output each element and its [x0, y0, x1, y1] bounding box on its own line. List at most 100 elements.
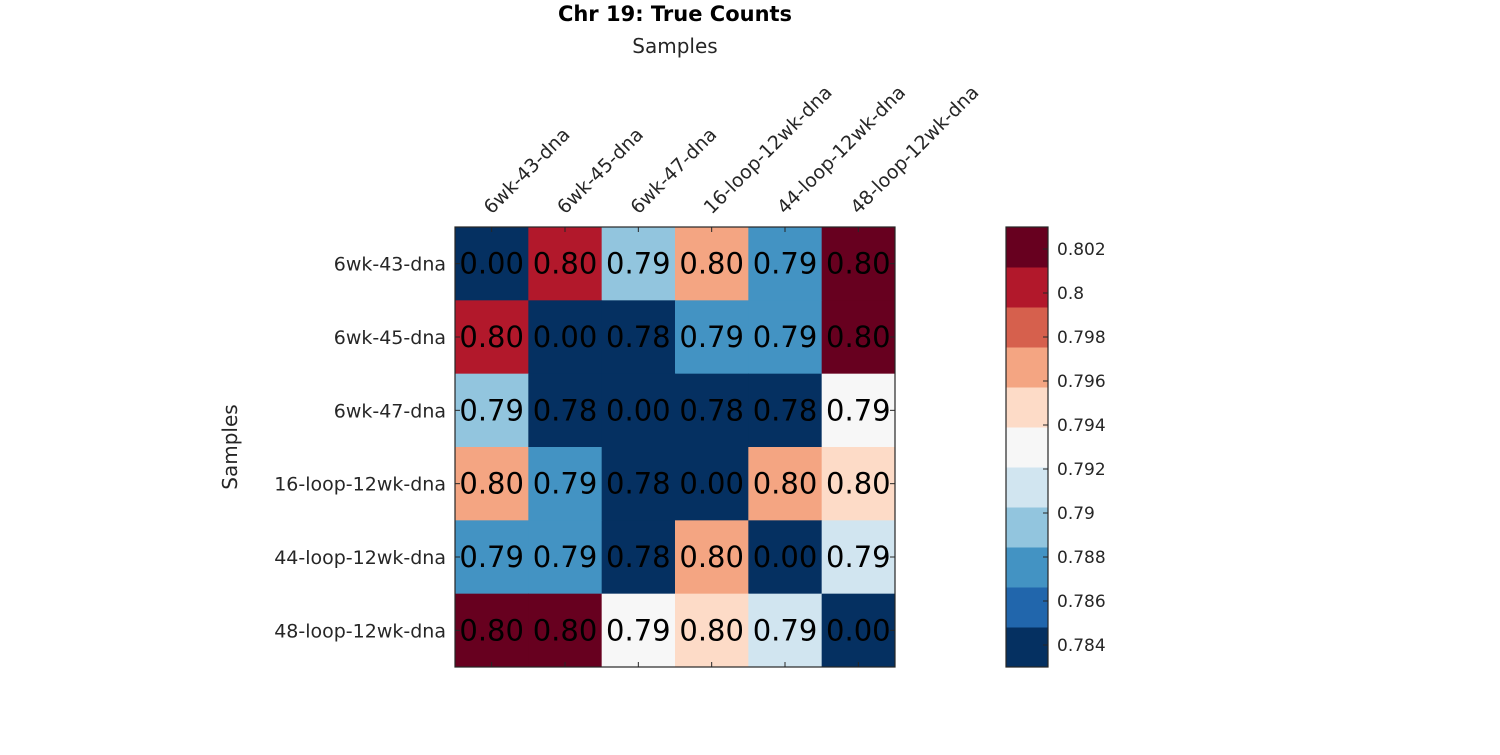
cell-value-label: 0.80 — [826, 320, 891, 354]
cell-value-label: 0.00 — [753, 540, 818, 574]
y-tick-label: 6wk-45-dna — [334, 327, 446, 349]
heatmap-cell — [601, 520, 676, 595]
cell-value-label: 0.79 — [826, 393, 891, 427]
cell-value-label: 0.79 — [606, 613, 671, 647]
heatmap-cell — [821, 593, 896, 668]
x-axis-label: Samples — [632, 34, 717, 58]
colorbar-segment — [1006, 627, 1048, 668]
cell-value-label: 0.00 — [606, 393, 671, 427]
y-tick-label: 6wk-47-dna — [334, 400, 446, 422]
heatmap-cell — [528, 593, 603, 668]
colorbar-segment — [1006, 267, 1048, 308]
chart-title: Chr 19: True Counts — [558, 2, 792, 26]
cell-value-label: 0.79 — [459, 540, 524, 574]
heatmap-cell — [821, 373, 896, 448]
colorbar-tick-label: 0.788 — [1057, 548, 1106, 568]
cell-value-label: 0.80 — [679, 247, 744, 281]
y-tick-label: 44-loop-12wk-dna — [274, 547, 446, 569]
x-tick-labels: 6wk-43-dna6wk-45-dna6wk-47-dna16-loop-12… — [480, 81, 984, 218]
heatmap-cell — [821, 227, 896, 301]
cell-value-label: 0.00 — [533, 320, 598, 354]
heatmap-cell — [748, 300, 823, 375]
heatmap-cell — [601, 447, 676, 521]
heatmap-cell — [821, 447, 896, 521]
cell-value-label: 0.78 — [606, 467, 671, 501]
heatmap-cell — [675, 227, 749, 301]
cell-value-label: 0.78 — [606, 320, 671, 354]
cell-value-label: 0.79 — [679, 320, 744, 354]
heatmap-cell — [821, 520, 896, 595]
colorbar-tick-label: 0.79 — [1057, 504, 1095, 524]
heatmap-cell — [675, 447, 749, 521]
colorbar-tick-label: 0.798 — [1057, 328, 1106, 348]
x-tick-label: 48-loop-12wk-dna — [846, 81, 983, 218]
heatmap-cell — [455, 373, 529, 448]
colorbar-frame — [1005, 226, 1049, 668]
heatmap-cell — [601, 373, 676, 448]
colorbar-tick-label: 0.784 — [1057, 636, 1106, 656]
colorbar-segment — [1006, 507, 1048, 548]
cell-value-label: 0.00 — [459, 247, 524, 281]
heatmap-cell — [601, 593, 676, 668]
cell-value-label: 0.80 — [459, 320, 524, 354]
cell-value-label: 0.80 — [459, 613, 524, 647]
y-tick-labels: 6wk-43-dna 6wk-45-dna 6wk-47-dna 16-loop-12… — [274, 254, 446, 643]
colorbar-segment — [1006, 347, 1048, 388]
heatmap-cells: 0.00 0.80 0.79 0.80 0.79 0.800.80 0.00 0.78 0.79… — [454, 226, 896, 668]
cell-value-label: 0.79 — [826, 540, 891, 574]
colorbar-segment — [1006, 427, 1048, 468]
heatmap-cell — [675, 520, 749, 595]
y-tick-label: 6wk-43-dna — [334, 254, 446, 276]
colorbar: 0.784 0.786 0.788 0.79 0.792 0.794 0.796 0.798 0… — [1005, 226, 1106, 668]
colorbar-segment — [1006, 227, 1048, 268]
colorbar-segment — [1006, 587, 1048, 628]
cell-value-label: 0.00 — [826, 613, 891, 647]
heatmap-cell — [748, 227, 823, 301]
cell-value-label: 0.80 — [459, 467, 524, 501]
heatmap-cell — [528, 227, 603, 301]
y-axis-label: Samples — [218, 404, 242, 489]
heatmap-cell — [748, 593, 823, 668]
heatmap-cell — [528, 447, 603, 521]
cell-value-label: 0.79 — [753, 320, 818, 354]
x-tick-label: 16-loop-12wk-dna — [700, 81, 837, 218]
heatmap-cell — [455, 593, 529, 668]
cell-value-label: 0.79 — [533, 540, 598, 574]
colorbar-segment — [1006, 307, 1048, 348]
y-tick-label: 48-loop-12wk-dna — [274, 620, 446, 642]
cell-value-label: 0.79 — [753, 247, 818, 281]
cell-value-label: 0.80 — [533, 613, 598, 647]
x-tick-label: 44-loop-12wk-dna — [773, 81, 910, 218]
colorbar-tick-label: 0.794 — [1057, 416, 1106, 436]
cell-value-label: 0.80 — [826, 467, 891, 501]
heatmap-cell — [821, 300, 896, 375]
y-tick-label: 16-loop-12wk-dna — [274, 474, 446, 496]
cell-value-label: 0.80 — [753, 467, 818, 501]
heatmap-cell — [455, 227, 529, 301]
cell-value-label: 0.78 — [606, 540, 671, 574]
colorbar-tick-label: 0.786 — [1057, 592, 1106, 612]
cell-value-label: 0.79 — [459, 393, 524, 427]
heatmap-cell — [528, 300, 603, 375]
heatmap-cell — [748, 520, 823, 595]
heatmap-cell — [601, 300, 676, 375]
colorbar-tick-label: 0.8 — [1057, 284, 1084, 304]
heatmap-cell — [455, 520, 529, 595]
cell-value-label: 0.78 — [753, 393, 818, 427]
heatmap-cell — [601, 227, 676, 301]
cell-value-label: 0.79 — [533, 467, 598, 501]
heatmap-cell — [528, 520, 603, 595]
cell-value-label: 0.78 — [533, 393, 598, 427]
colorbar-tick-label: 0.796 — [1057, 372, 1106, 392]
cell-value-label: 0.80 — [826, 247, 891, 281]
colorbar-segment — [1006, 547, 1048, 588]
colorbar-segment — [1006, 387, 1048, 428]
cell-value-label: 0.78 — [679, 393, 744, 427]
heatmap-cell — [675, 373, 749, 448]
heatmap-cell — [455, 447, 529, 521]
cell-value-label: 0.79 — [753, 613, 818, 647]
plot-frame — [454, 226, 896, 668]
heatmap-cell — [455, 300, 529, 375]
